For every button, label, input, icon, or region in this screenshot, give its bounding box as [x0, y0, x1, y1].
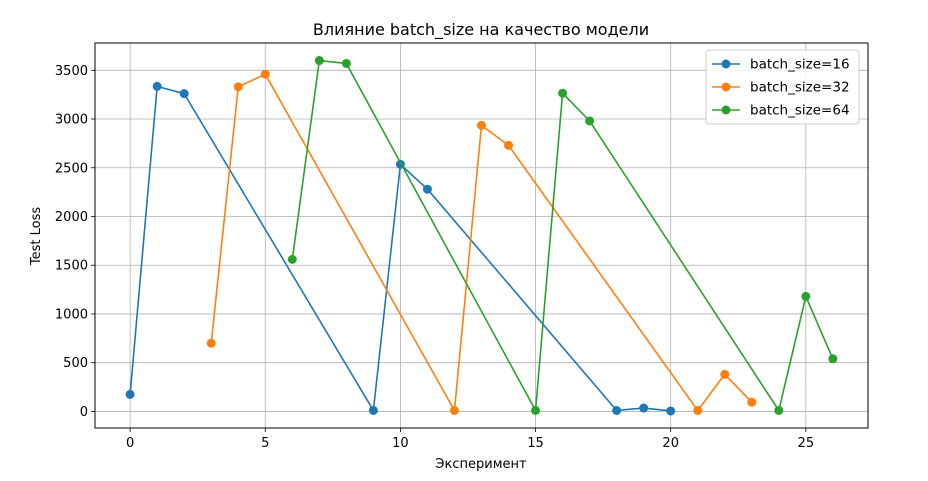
data-point [368, 405, 378, 415]
plot-frame [94, 42, 869, 429]
data-point [801, 291, 811, 301]
x-tick-label: 25 [798, 436, 815, 451]
data-point [206, 338, 216, 348]
y-axis: 0 500 1000 1500 2000 2500 3000 3500 [55, 64, 95, 420]
data-point [314, 56, 324, 66]
data-point [422, 184, 432, 194]
series-batch_size=64 [287, 56, 838, 415]
series-layer [125, 56, 838, 416]
x-tick-label: 15 [527, 436, 544, 451]
legend-marker [721, 59, 731, 69]
x-axis-label: Эксперимент [435, 457, 527, 472]
data-point [639, 403, 649, 413]
legend-marker [721, 105, 731, 115]
y-tick-label: 2500 [55, 161, 88, 176]
data-point [558, 88, 568, 98]
legend-label: batch_size=64 [750, 103, 850, 119]
data-point [612, 405, 622, 415]
legend-label: batch_size=32 [750, 80, 850, 96]
data-point [341, 58, 351, 68]
data-point [504, 140, 514, 150]
data-point [179, 89, 189, 99]
x-tick-label: 20 [662, 436, 679, 451]
series-batch_size=32 [206, 69, 757, 415]
y-tick-label: 0 [80, 405, 88, 420]
y-axis-label: Test Loss [29, 207, 44, 266]
chart-title: Влияние batch_size на качество модели [313, 20, 649, 40]
x-tick-label: 5 [261, 436, 269, 451]
y-tick-label: 500 [63, 356, 88, 371]
data-point [449, 405, 459, 415]
legend-marker [721, 82, 731, 92]
data-point [585, 116, 595, 126]
data-point [693, 405, 703, 415]
data-point [477, 120, 486, 130]
data-point [287, 254, 297, 264]
legend-label: batch_size=16 [750, 57, 850, 73]
y-tick-label: 3500 [55, 64, 88, 79]
y-tick-label: 1500 [55, 259, 88, 274]
data-point [774, 405, 784, 415]
data-point [828, 354, 838, 364]
y-tick-label: 1000 [55, 307, 88, 322]
data-point [666, 406, 676, 416]
x-tick-label: 0 [126, 436, 134, 451]
legend: batch_size=16 batch_size=32 batch_size=64 [705, 49, 860, 125]
data-point [720, 369, 730, 379]
series-batch_size=16 [125, 81, 676, 416]
y-tick-label: 3000 [55, 113, 88, 128]
data-point [260, 69, 270, 79]
data-point [531, 405, 541, 415]
x-tick-label: 10 [392, 436, 409, 451]
x-axis: 0 5 10 15 20 25 [126, 428, 814, 451]
y-tick-label: 2000 [55, 210, 88, 225]
data-point [747, 397, 757, 407]
data-point [125, 389, 135, 399]
legend-box [705, 49, 860, 125]
data-point [152, 81, 162, 91]
data-point [233, 82, 243, 92]
